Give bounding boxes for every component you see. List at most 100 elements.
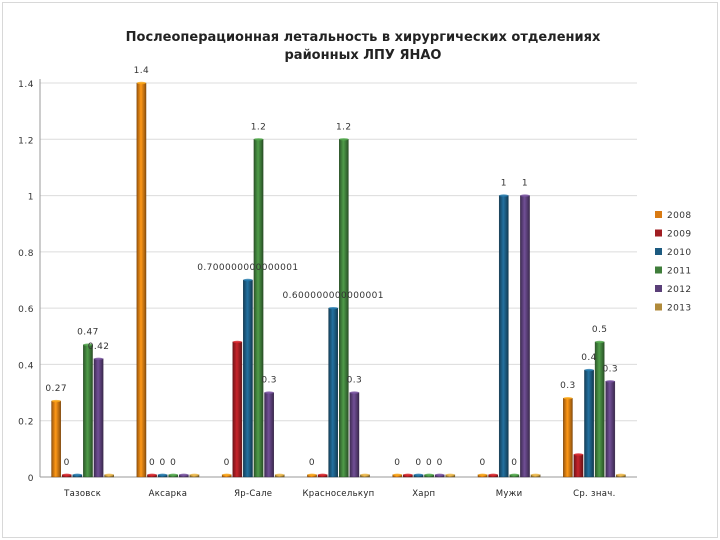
bar-2011 [83,344,93,478]
legend-swatch-2008 [655,211,662,218]
bar-top-2013 [275,473,285,476]
bar-top-2011 [339,138,349,141]
data-label: 0.3 [261,376,277,386]
bar-top-2012 [179,473,189,476]
bar-2012 [349,392,360,478]
bar-2008 [563,398,573,478]
legend-label-2008: 2008 [667,211,692,221]
bar-2009 [573,454,584,478]
chart-title-line-2: районных ЛПУ ЯНАО [284,48,442,63]
data-label: 1.2 [251,122,267,132]
bar-top-2010 [158,473,168,476]
bar-2012 [93,358,104,478]
x-tick-label: Ср. знач. [573,489,615,499]
bar-top-2010 [243,278,253,282]
legend-label-2011: 2011 [667,267,692,277]
data-label: 0 [480,458,486,468]
data-label: 0 [437,458,443,468]
bar-2011 [253,139,264,478]
legend-label-2013: 2013 [667,304,692,314]
bar-top-2010 [413,473,424,476]
bar-2009 [232,341,243,478]
legend-swatch-2012 [655,285,662,292]
data-label: 0.3 [602,364,618,374]
bar-top-2008 [392,473,402,476]
bar-top-2009 [232,340,242,344]
x-tick-label: Мужи [496,489,523,499]
bar-top-2011 [168,473,178,476]
y-tick-label: 0.2 [18,418,34,428]
bar-2012 [605,381,616,478]
bar-top-2013 [616,473,626,476]
bar-top-2009 [147,473,157,476]
bar-top-2008 [307,473,317,476]
legend-swatch-2009 [655,229,662,237]
data-label: 0 [170,458,176,468]
legend-swatch-2010 [655,248,662,255]
bar-top-2012 [93,357,104,360]
bar-top-2009 [318,473,328,476]
bar-top-2011 [424,473,434,476]
x-axis: Тазовск Аксарка Яр-Сале Красноселькуп Харп Му… [63,489,615,499]
bar-2010 [584,369,594,478]
data-label: 0.700000000000001 [197,263,298,273]
bar-2010 [243,279,253,478]
bar-top-2012 [520,194,530,197]
bar-top-2010 [499,194,509,197]
data-label: 0 [224,458,230,468]
data-label: 0.4 [581,353,597,363]
data-label: 0.42 [88,342,110,352]
bar-2008 [136,82,147,478]
y-tick-label: 1.2 [18,136,34,146]
bar-top-2011 [253,138,264,141]
legend-label-2009: 2009 [667,230,692,240]
bar-top-2011 [595,340,605,344]
bar-top-2009 [403,473,413,476]
chart-title: Послеоперационная летальность в хирургич… [63,29,663,65]
bar-2010 [498,195,509,478]
data-label: 0.3 [347,376,363,386]
legend-label-2012: 2012 [667,285,692,295]
y-tick-label: 1 [28,193,34,203]
bar-top-2008 [222,473,232,476]
bar-2008 [51,400,61,478]
bar-top-2010 [584,368,594,372]
legend-swatch-2013 [655,303,662,311]
bar-top-2008 [563,397,573,400]
data-label: 0 [511,458,517,468]
data-label: 0 [309,458,315,468]
bar-2010 [328,307,339,478]
bar-top-2009 [488,473,498,476]
chart-title-line-1: Послеоперационная летальность в хирургич… [125,30,601,45]
bar-top-2009 [62,473,72,476]
y-tick-label: 0.6 [18,305,34,315]
bar-top-2011 [83,343,93,346]
y-tick-label: 0.4 [18,361,34,371]
data-label: 0.3 [560,381,576,391]
bar-chart: 0 0.2 0.4 0.6 0.8 1 1.2 1.4 Тазовск Аксарка Яр-Са… [18,66,692,499]
legend-label-2010: 2010 [667,248,692,258]
bar-top-2012 [264,391,274,394]
bar-2012 [520,195,530,478]
bar-top-2012 [435,473,445,476]
bar-top-2008 [136,81,147,85]
x-tick-label: Аксарка [149,489,188,499]
data-label: 0.5 [592,325,608,335]
bar-top-2010 [328,306,338,310]
data-label: 1 [522,179,528,189]
x-tick-label: Тазовск [63,489,101,499]
data-label: 0 [64,458,70,468]
bar-top-2012 [349,391,359,394]
data-label: 0 [394,458,400,468]
data-label: 0.27 [45,384,67,394]
data-label: 1.4 [134,66,150,76]
bar-2012 [264,392,274,478]
y-tick-label: 0.8 [18,249,34,259]
y-axis: 0 0.2 0.4 0.6 0.8 1 1.2 1.4 [18,79,41,484]
x-tick-label: Харп [412,489,435,499]
legend-swatch-2011 [655,266,662,274]
x-tick-label: Яр-Сале [234,489,272,499]
bar-top-2013 [445,473,455,476]
bar-top-2013 [104,473,114,476]
